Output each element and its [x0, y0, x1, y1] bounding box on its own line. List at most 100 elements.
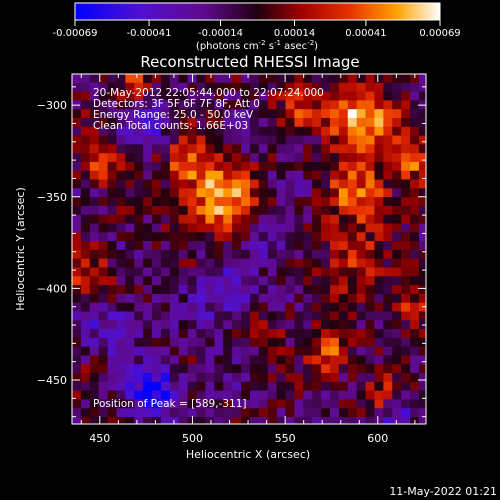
heatmap-cell: [187, 170, 197, 180]
heatmap-cell: [374, 390, 384, 400]
heatmap-cell: [285, 135, 295, 145]
heatmap-cell: [125, 188, 135, 198]
heatmap-cell: [418, 161, 426, 172]
heatmap-cell: [312, 293, 322, 303]
heatmap-cell: [98, 381, 108, 391]
heatmap-cell: [125, 390, 135, 400]
heatmap-cell: [223, 399, 233, 409]
heatmap-cell: [383, 311, 393, 321]
heatmap-cell: [374, 117, 384, 128]
heatmap-cell: [321, 381, 331, 391]
heatmap-cell: [169, 276, 180, 286]
heatmap-cell: [152, 170, 162, 180]
heatmap-cell: [410, 258, 420, 268]
heatmap-cell: [125, 232, 135, 242]
heatmap-cell: [285, 285, 295, 295]
heatmap-cell: [178, 100, 188, 110]
heatmap-cell: [258, 276, 269, 286]
heatmap-cell: [241, 390, 251, 400]
heatmap-cell: [356, 241, 366, 251]
heatmap-cell: [98, 109, 108, 119]
heatmap-cell: [258, 117, 269, 128]
chart-title: Reconstructed RHESSI Image: [140, 53, 359, 71]
heatmap-cell: [169, 135, 180, 145]
heatmap-cell: [214, 293, 224, 303]
heatmap-cell: [205, 337, 215, 347]
heatmap-cell: [249, 82, 260, 92]
heatmap-cell: [374, 153, 384, 163]
heatmap-cell: [160, 144, 171, 154]
annotation-energy-range: Energy Range: 25.0 - 50.0 keV: [93, 109, 254, 121]
heatmap-cell: [214, 311, 224, 321]
heatmap-cell: [232, 188, 242, 198]
heatmap-cell: [356, 170, 366, 180]
heatmap-cell: [276, 329, 286, 339]
heatmap-cell: [134, 241, 144, 251]
heatmap-cell: [98, 285, 108, 295]
heatmap-cell: [356, 91, 366, 101]
heatmap-cell: [392, 144, 402, 154]
heatmap-cell: [89, 241, 99, 251]
heatmap-cell: [267, 205, 277, 216]
heatmap-cell: [383, 205, 393, 216]
heatmap-cell: [152, 408, 162, 418]
heatmap-cell: [294, 311, 304, 321]
heatmap-cell: [267, 179, 277, 189]
heatmap-cell: [383, 214, 393, 224]
heatmap-cell: [223, 346, 233, 356]
heatmap-cell: [241, 373, 251, 383]
heatmap-cell: [321, 311, 331, 321]
heatmap-cell: [347, 399, 357, 409]
heatmap-cell: [72, 179, 82, 189]
heatmap-cell: [232, 390, 242, 400]
heatmap-cell: [223, 302, 233, 312]
heatmap-cell: [178, 223, 188, 233]
heatmap-cell: [276, 170, 286, 180]
heatmap-cell: [392, 267, 402, 277]
heatmap-cell: [187, 117, 197, 128]
heatmap-cell: [89, 390, 99, 400]
heatmap-cell: [329, 337, 340, 347]
heatmap-cell: [338, 249, 349, 260]
heatmap-cell: [241, 276, 251, 286]
heatmap-cell: [303, 373, 313, 383]
heatmap-cell: [267, 311, 277, 321]
heatmap-cell: [338, 223, 349, 233]
heatmap-cell: [258, 417, 269, 424]
heatmap-cell: [241, 346, 251, 356]
heatmap-cell: [249, 293, 260, 303]
heatmap-cell: [294, 346, 304, 356]
heatmap-cell: [223, 170, 233, 180]
heatmap-cell: [276, 311, 286, 321]
heatmap-cell: [152, 302, 162, 312]
heatmap-cell: [223, 117, 233, 128]
heatmap-cell: [356, 205, 366, 216]
heatmap-cell: [232, 179, 242, 189]
heatmap-cell: [347, 126, 357, 136]
heatmap-cell: [365, 232, 375, 242]
heatmap-cell: [249, 100, 260, 110]
heatmap-cell: [98, 179, 108, 189]
heatmap-cell: [294, 205, 304, 216]
heatmap-cell: [98, 188, 108, 198]
heatmap-cell: [143, 249, 153, 260]
heatmap-cell: [160, 170, 171, 180]
heatmap-cell: [276, 117, 286, 128]
heatmap-cell: [152, 179, 162, 189]
heatmap-cell: [303, 188, 313, 198]
heatmap-cell: [294, 223, 304, 233]
heatmap-cell: [418, 337, 426, 347]
heatmap-cell: [285, 223, 295, 233]
heatmap-cell: [169, 408, 180, 418]
heatmap-cell: [89, 267, 99, 277]
heatmap-cell: [338, 109, 349, 119]
heatmap-cell: [276, 320, 286, 330]
heatmap-cell: [401, 232, 411, 242]
heatmap-cell: [276, 197, 286, 207]
heatmap-cell: [392, 258, 402, 268]
heatmap-cell: [294, 126, 304, 136]
heatmap-cell: [258, 364, 269, 374]
heatmap-cell: [143, 311, 153, 321]
heatmap-cell: [125, 267, 135, 277]
